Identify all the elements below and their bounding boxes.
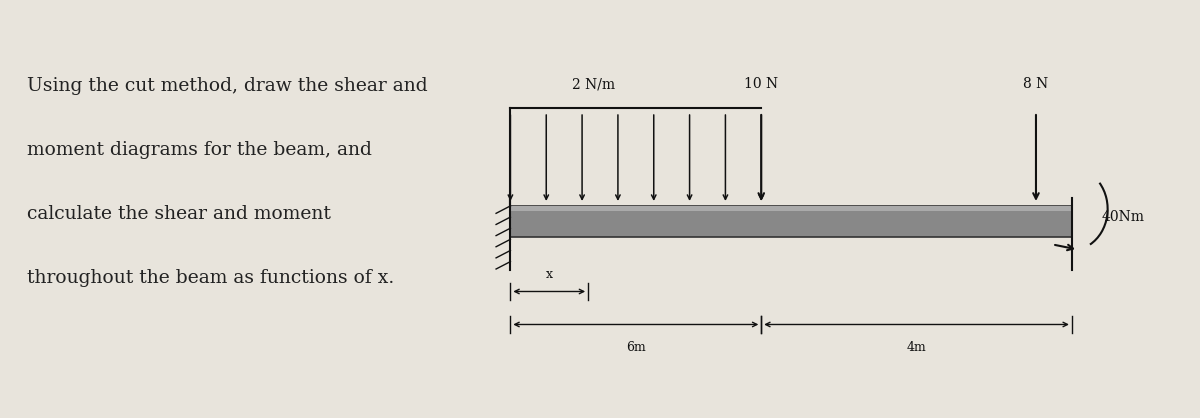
- Bar: [510, 206, 1072, 237]
- Text: 8 N: 8 N: [1024, 77, 1049, 92]
- Text: 2 N/m: 2 N/m: [572, 77, 616, 92]
- Text: Using the cut method, draw the shear and: Using the cut method, draw the shear and: [26, 77, 427, 95]
- Text: throughout the beam as functions of x.: throughout the beam as functions of x.: [26, 269, 394, 287]
- Text: 6m: 6m: [626, 341, 646, 354]
- Text: moment diagrams for the beam, and: moment diagrams for the beam, and: [26, 141, 372, 159]
- Text: 10 N: 10 N: [744, 77, 779, 92]
- Text: calculate the shear and moment: calculate the shear and moment: [26, 205, 330, 223]
- Text: 4m: 4m: [907, 341, 926, 354]
- Bar: [510, 206, 1072, 211]
- Text: x: x: [546, 268, 553, 281]
- Text: 40Nm: 40Nm: [1102, 210, 1145, 224]
